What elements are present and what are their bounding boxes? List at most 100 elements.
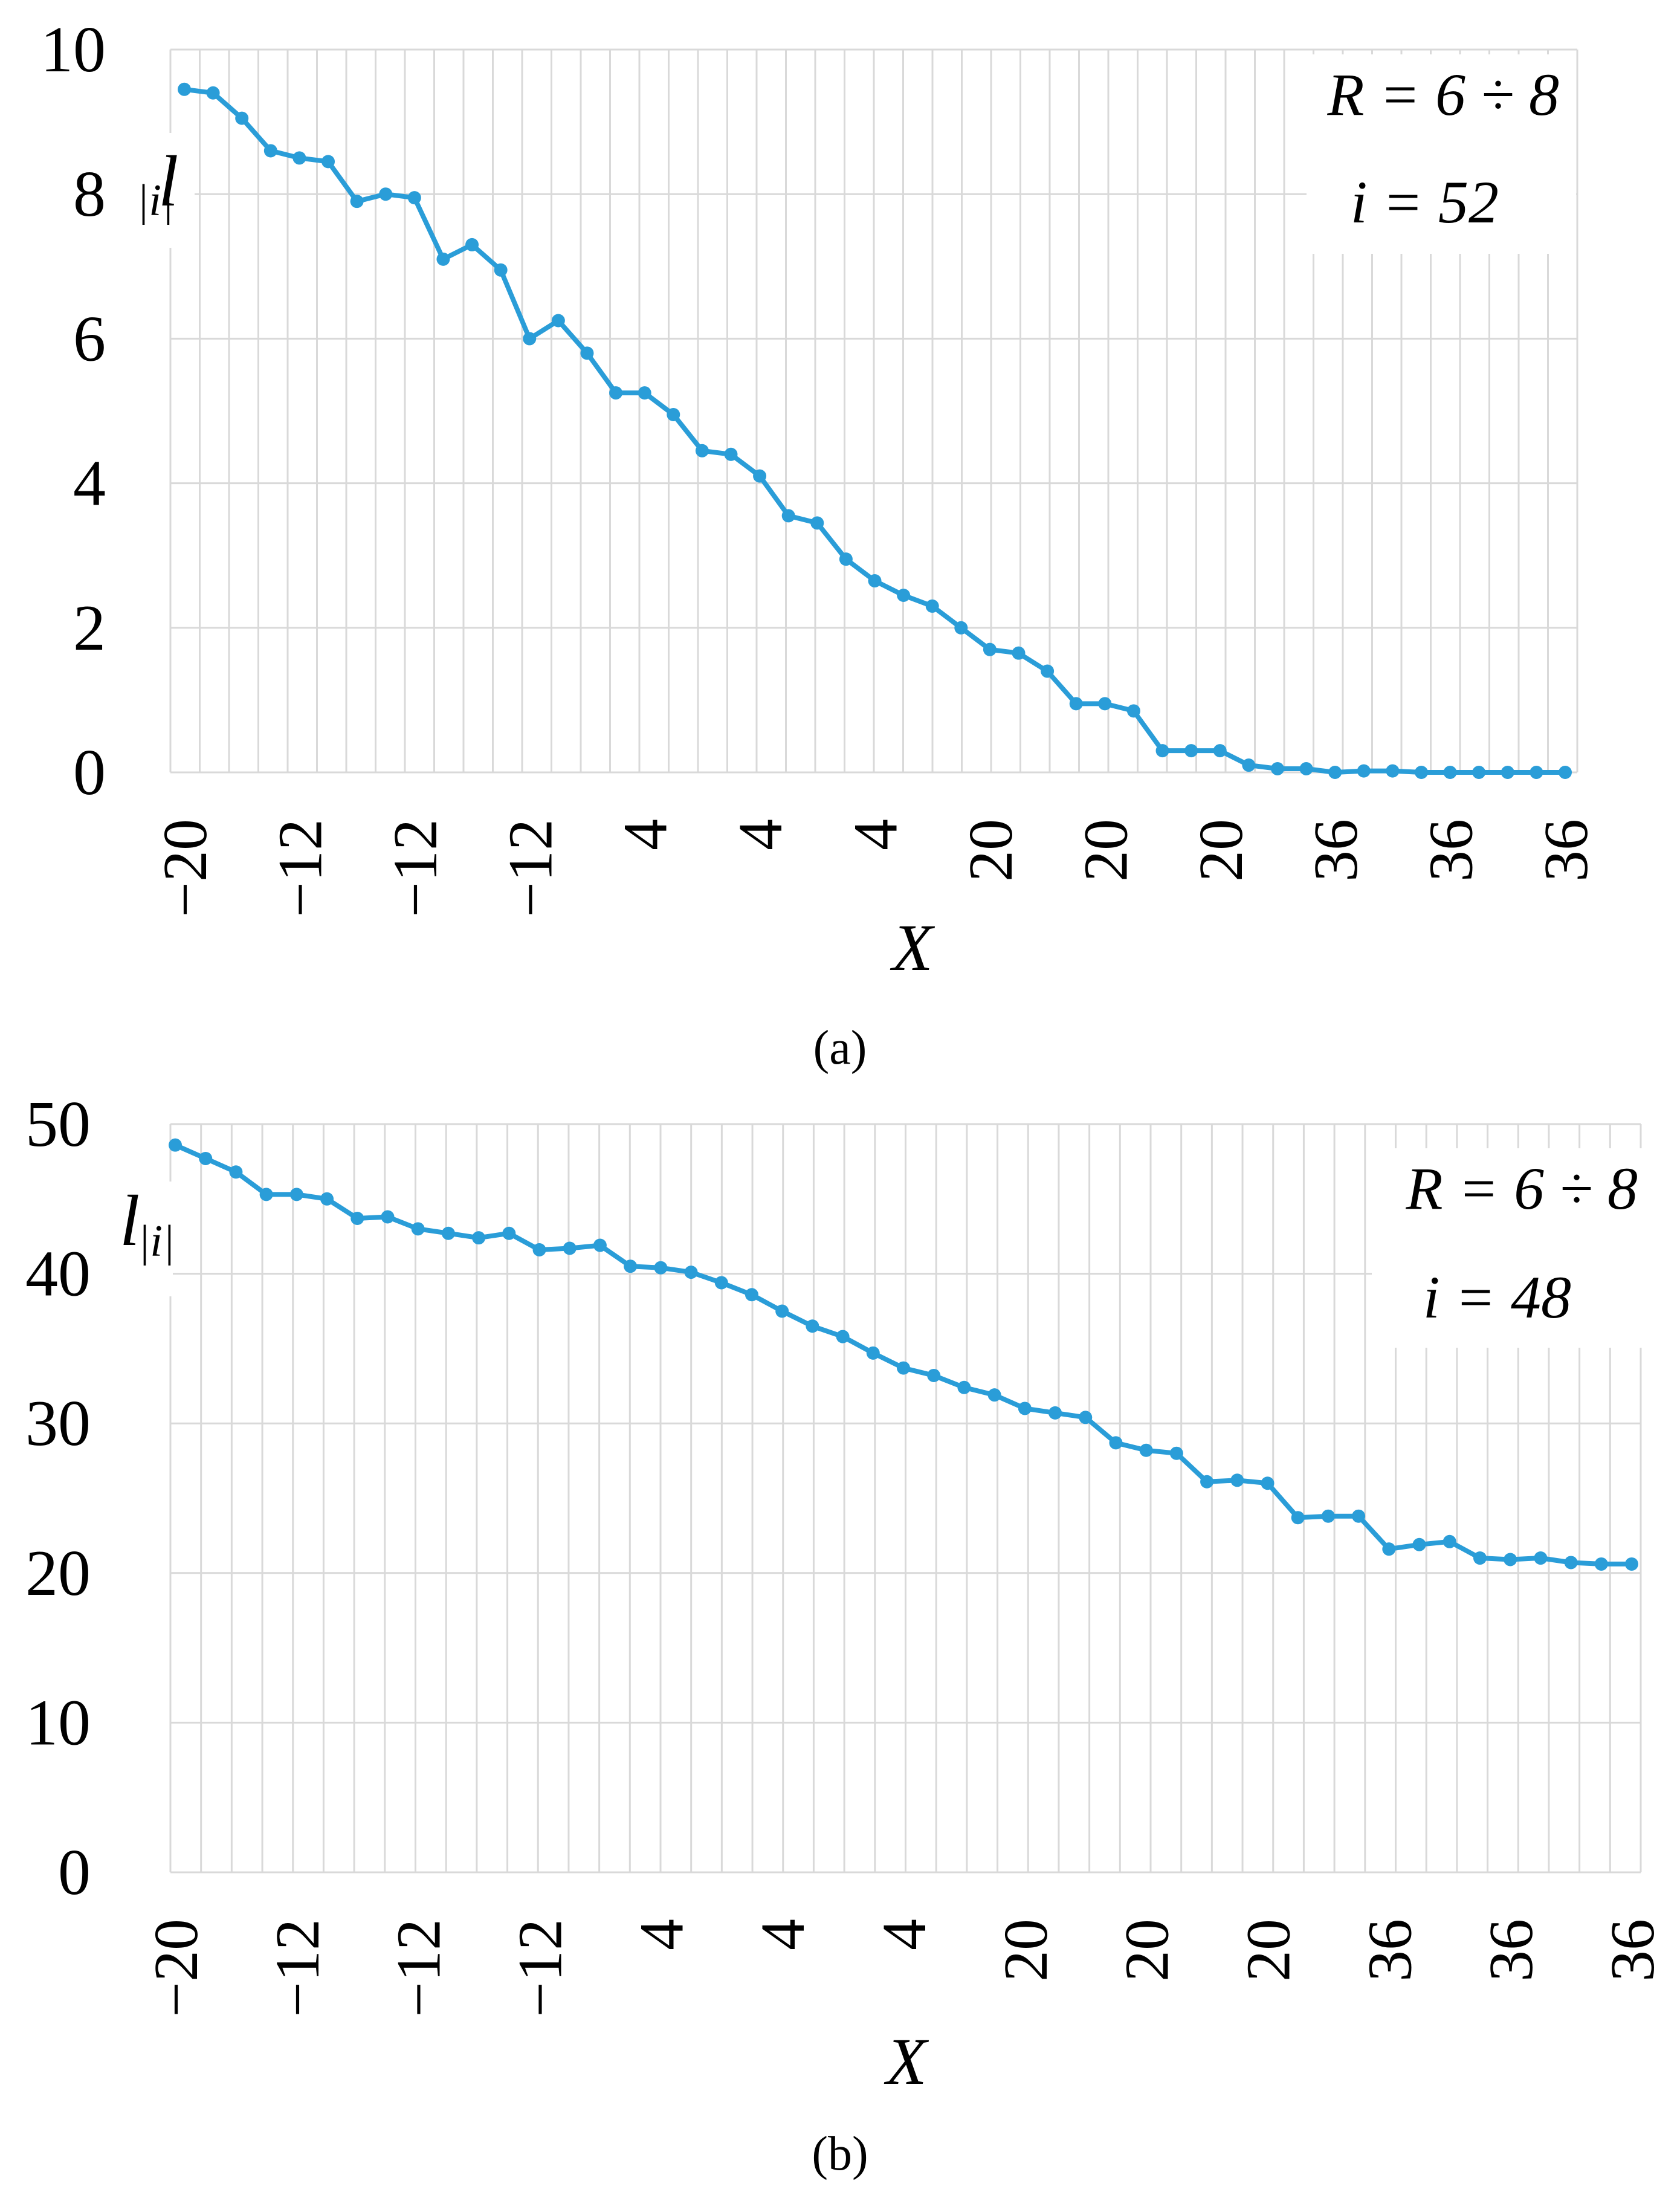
y-tick-label: 40 <box>25 1238 91 1310</box>
data-point <box>320 1192 334 1206</box>
data-point <box>638 386 651 400</box>
y-axis-label-a: l <box>158 141 178 221</box>
data-point <box>494 263 508 277</box>
data-point <box>1473 1551 1487 1565</box>
data-point <box>1501 766 1514 779</box>
data-point <box>1443 766 1457 779</box>
data-point <box>745 1288 758 1302</box>
data-point <box>839 552 853 566</box>
data-point <box>897 588 911 602</box>
data-point <box>1291 1511 1305 1525</box>
caption-b: (b) <box>812 2127 868 2181</box>
x-tick-label: −20 <box>150 819 220 917</box>
data-point <box>263 144 277 158</box>
data-point <box>1098 697 1112 711</box>
data-point <box>259 1188 273 1201</box>
data-point <box>806 1319 819 1333</box>
y-tick-label: 30 <box>25 1388 91 1460</box>
data-point <box>1270 762 1284 776</box>
x-tick-label: −12 <box>265 819 335 917</box>
data-point <box>1534 1551 1548 1565</box>
data-point <box>292 151 306 165</box>
data-point <box>925 599 939 613</box>
data-point <box>1299 762 1313 776</box>
data-point <box>1352 1509 1366 1523</box>
data-point <box>321 155 335 169</box>
x-tick-label: 4 <box>726 819 795 850</box>
y-tick-label: 10 <box>25 1687 91 1759</box>
data-point <box>1242 758 1256 772</box>
data-point <box>695 444 709 457</box>
x-axis-label-b: X <box>884 2025 929 2098</box>
ylabel-backdrop-b <box>134 1182 173 1296</box>
x-ticks-a: −20 −12 −12 −12 4 4 4 20 20 20 36 36 36 <box>150 819 1601 917</box>
x-tick-label: 20 <box>1113 1919 1182 1982</box>
data-point <box>667 407 680 421</box>
x-tick-label: −12 <box>263 1919 332 2017</box>
data-point <box>1018 1402 1032 1415</box>
data-point <box>1069 697 1083 711</box>
y-tick-label: 10 <box>40 14 106 86</box>
data-point <box>381 1210 395 1224</box>
data-point <box>1504 1553 1517 1566</box>
data-point <box>609 386 623 400</box>
data-point <box>775 1304 789 1318</box>
data-point <box>810 516 824 530</box>
y-axis-label-b: l <box>120 1180 140 1261</box>
data-point <box>1564 1556 1578 1570</box>
x-tick-label: 20 <box>956 819 1026 882</box>
data-point <box>987 1388 1001 1402</box>
data-point <box>684 1266 698 1279</box>
x-tick-label: −12 <box>384 1919 454 2017</box>
data-point <box>954 621 968 635</box>
x-tick-label: 36 <box>1476 1919 1546 1982</box>
data-point <box>1230 1473 1244 1487</box>
x-tick-label: 36 <box>1417 819 1486 882</box>
x-tick-label: −12 <box>506 1919 575 2017</box>
data-point <box>289 1188 303 1201</box>
annotation-i-a: i = 52 <box>1351 169 1499 236</box>
data-point <box>1079 1411 1093 1424</box>
data-point <box>724 447 738 461</box>
data-point <box>1169 1446 1183 1460</box>
data-point <box>1184 744 1198 758</box>
x-tick-label: 4 <box>611 819 680 850</box>
data-point <box>1321 1509 1335 1523</box>
data-point <box>1412 1537 1426 1551</box>
data-point <box>1012 646 1026 660</box>
data-point <box>178 82 191 96</box>
data-point <box>532 1243 546 1256</box>
data-point <box>868 574 882 588</box>
data-point <box>351 1211 364 1225</box>
y-axis-label-sub-b: |i| <box>138 1217 175 1266</box>
data-point <box>624 1259 638 1273</box>
data-point <box>169 1138 182 1152</box>
data-point <box>563 1241 577 1255</box>
x-tick-label: 36 <box>1598 1919 1667 1982</box>
grid-b <box>169 1123 1642 1874</box>
data-point <box>1126 704 1140 718</box>
series-b <box>169 1138 1638 1571</box>
x-tick-label: −12 <box>496 819 565 917</box>
data-point <box>781 509 795 523</box>
data-point <box>379 187 393 201</box>
x-tick-label: −20 <box>141 1919 211 2017</box>
annotation-box-b <box>1372 1148 1656 1348</box>
x-tick-label: 4 <box>748 1919 818 1950</box>
data-point <box>1382 1542 1396 1556</box>
data-point <box>866 1346 880 1360</box>
x-ticks-b: −20 −12 −12 −12 4 4 4 20 20 20 36 36 36 <box>141 1919 1667 2017</box>
data-point <box>593 1238 607 1252</box>
y-tick-label: 8 <box>73 158 106 230</box>
data-point <box>1041 664 1055 678</box>
x-tick-label: 20 <box>1186 819 1256 882</box>
x-axis-label-a: X <box>890 911 935 984</box>
caption-a: (a) <box>813 1021 867 1075</box>
data-point <box>502 1226 516 1240</box>
data-point <box>551 314 565 328</box>
y-tick-label: 50 <box>25 1088 91 1160</box>
x-tick-label: 36 <box>1355 1919 1424 1982</box>
data-point <box>1261 1476 1275 1490</box>
